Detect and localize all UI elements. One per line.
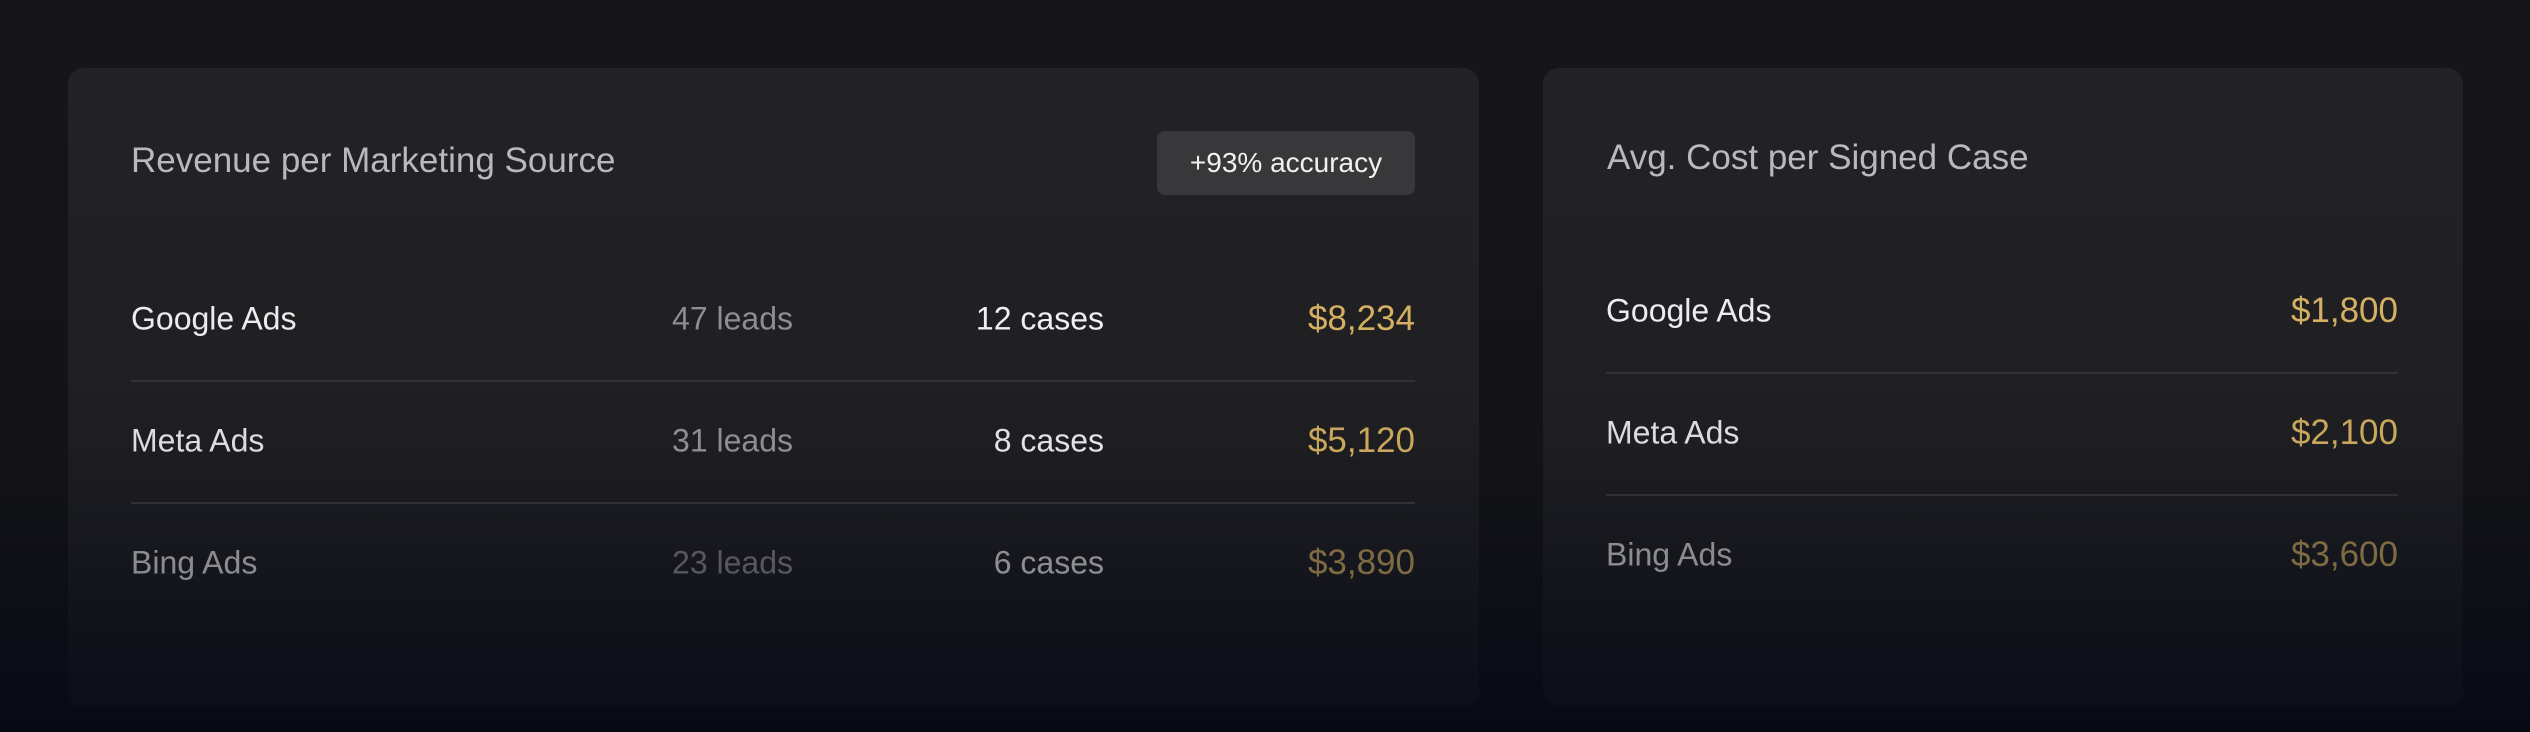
source-name: Google Ads (131, 300, 297, 337)
source-name: Bing Ads (131, 544, 258, 581)
revenue-value: $8,234 (1307, 299, 1415, 338)
table-row: Meta Ads $2,100 (1606, 372, 2398, 496)
cost-value: $3,600 (2290, 535, 2398, 574)
table-row: Google Ads 47 leads 12 cases $8,234 (131, 258, 1415, 382)
source-name: Meta Ads (1606, 414, 1740, 451)
revenue-per-source-card: Revenue per Marketing Source +93% accura… (68, 68, 1479, 708)
table-row: Google Ads $1,800 (1606, 250, 2398, 374)
leads-count: 23 leads (672, 544, 793, 581)
revenue-value: $3,890 (1307, 543, 1415, 582)
cases-count: 8 cases (993, 422, 1104, 459)
cases-count: 12 cases (975, 300, 1104, 337)
source-name: Bing Ads (1606, 536, 1733, 573)
table-row: Meta Ads 31 leads 8 cases $5,120 (131, 380, 1415, 504)
cost-value: $1,800 (2290, 291, 2398, 330)
card-title: Avg. Cost per Signed Case (1607, 138, 2029, 177)
source-name: Meta Ads (131, 422, 265, 459)
leads-count: 47 leads (672, 300, 793, 337)
avg-cost-card: Avg. Cost per Signed Case Google Ads $1,… (1543, 68, 2463, 708)
table-row: Bing Ads 23 leads 6 cases $3,890 (131, 502, 1415, 624)
revenue-value: $5,120 (1307, 421, 1415, 460)
table-row: Bing Ads $3,600 (1606, 494, 2398, 616)
cost-value: $2,100 (2290, 413, 2398, 452)
cases-count: 6 cases (993, 544, 1104, 581)
leads-count: 31 leads (672, 422, 793, 459)
accuracy-badge: +93% accuracy (1157, 131, 1415, 195)
card-title: Revenue per Marketing Source (131, 141, 616, 180)
source-name: Google Ads (1606, 292, 1772, 329)
